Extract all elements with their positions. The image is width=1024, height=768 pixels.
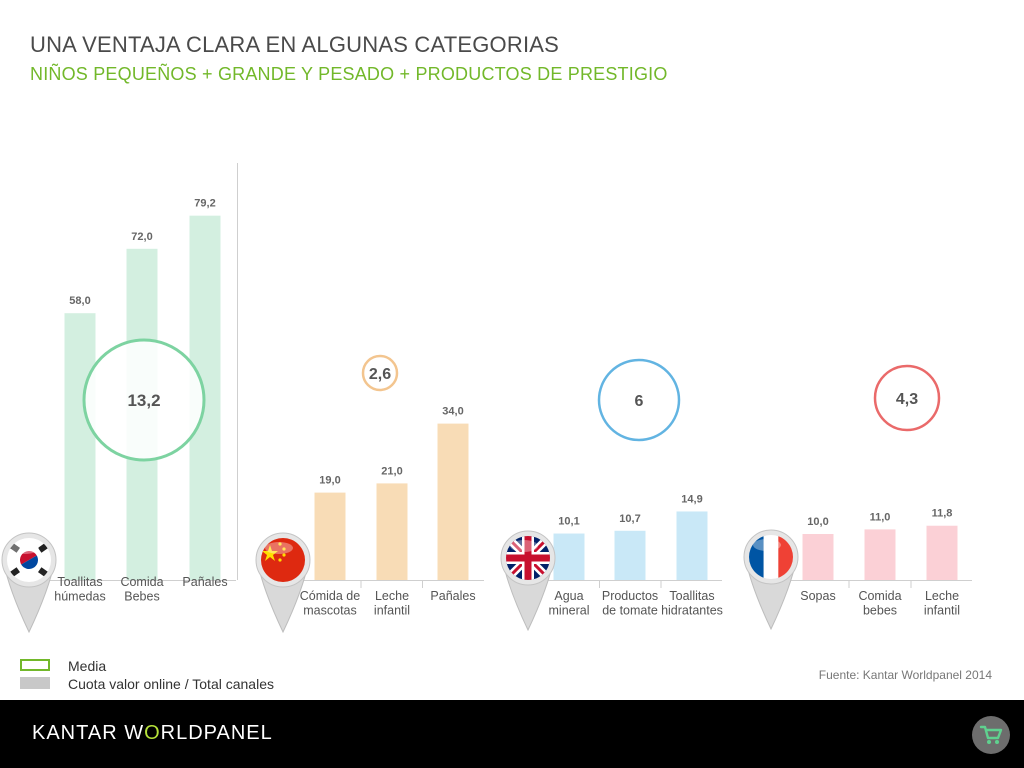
category-label: Sopas [800,589,835,603]
brand-text-1: KANTAR W [32,722,145,744]
brand-text-3: RLDPANEL [160,722,273,744]
category-label: Agua mineral [549,589,590,618]
bar [802,534,834,580]
source-note: Fuente: Kantar Worldpanel 2014 [818,668,992,682]
media-circle [873,364,941,432]
brand-text-2: O [144,722,161,744]
bar-value-label: 10,7 [619,513,640,525]
category-label: Leche infantil [924,589,960,618]
bar-value-label: 10,1 [558,516,579,528]
media-circle [82,338,206,462]
legend-share-swatch [20,677,50,689]
bar-value-label: 14,9 [681,493,702,505]
france-flag-pin-icon [743,529,799,631]
bar-value-label: 79,2 [194,198,215,210]
page-subtitle: NIÑOS PEQUEÑOS + GRANDE Y PESADO + PRODU… [30,64,668,84]
category-label: Cómida de mascotas [300,589,360,618]
bar-value-label: 19,0 [319,475,340,487]
bar [314,492,346,580]
category-label: Comida Bebes [120,575,163,604]
shopping-cart-icon[interactable] [972,716,1010,754]
bar-value-label: 58,0 [69,295,90,307]
media-value-label: 13,2 [127,391,160,410]
legend-share-label: Cuota valor online / Total canales [68,676,274,692]
bar-value-label: 34,0 [442,406,463,418]
media-value-label: 2,6 [369,366,391,383]
bar [376,483,408,580]
south-korea-flag-pin-icon [1,532,57,634]
category-label: Pañales [430,589,475,603]
category-label: Comida bebes [858,589,901,618]
legend-media-label: Media [68,658,107,674]
category-label: Pañales [182,575,227,589]
bar-value-label: 10,0 [807,516,828,528]
bar [614,530,646,580]
bar [553,533,585,580]
chart-area: 58,0 Toallitas húmedas 72,0 Comida Bebes 79,2 P… [1,163,972,634]
united-kingdom-flag-pin-icon [500,530,556,632]
bar-value-label: 72,0 [131,231,152,243]
media-value-label: 4,3 [896,391,918,408]
bar [864,529,896,580]
kantar-worldpanel-logo: KANTAR WORLDPANEL [32,722,273,745]
china-flag-pin-icon [255,532,311,634]
media-circle [361,354,399,392]
bar-value-label: 21,0 [381,465,402,477]
legend-media-swatch [20,659,50,671]
footer-bar: KANTAR WORLDPANEL [0,700,1024,768]
media-circle [597,358,681,442]
bar [64,313,96,580]
bar-value-label: 11,0 [870,511,891,523]
bar [437,423,469,580]
media-value-label: 6 [635,393,644,410]
bar-value-label: 11,8 [932,508,953,520]
bar [926,525,958,580]
category-label: Productos de tomate [602,589,658,618]
category-label: Leche infantil [374,589,410,618]
category-label: Toallitas húmedas [54,575,105,604]
bar [676,511,708,580]
page-title: UNA VENTAJA CLARA EN ALGUNAS CATEGORIAS [30,32,560,57]
category-label: Toallitas hidratantes [661,589,723,618]
